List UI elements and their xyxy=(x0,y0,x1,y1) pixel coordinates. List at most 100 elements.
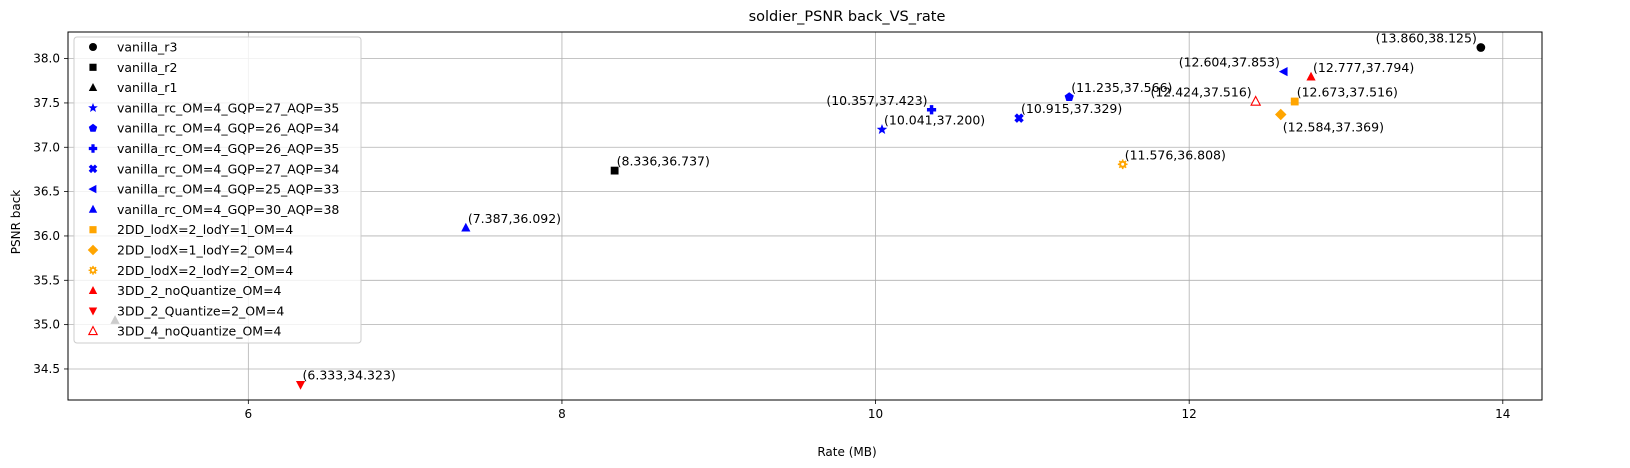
legend-label: vanilla_rc_OM=4_GQP=26_AQP=34 xyxy=(117,121,339,136)
marker-shape xyxy=(94,266,97,270)
data-point xyxy=(610,166,619,175)
legend-marker xyxy=(88,184,97,194)
legend-item: vanilla_rc_OM=4_GQP=27_AQP=34 xyxy=(88,161,339,176)
legend-item: vanilla_r3 xyxy=(89,40,177,55)
legend-label: 2DD_lodX=2_lodY=2_OM=4 xyxy=(117,263,293,278)
legend-item: 2DD_lodX=1_lodY=2_OM=4 xyxy=(87,243,293,258)
y-tick-label: 36.0 xyxy=(33,229,60,243)
data-point xyxy=(295,380,306,390)
point-label: (11.235,37.566) xyxy=(1071,80,1172,95)
point-label: (12.604,37.853) xyxy=(1179,55,1280,70)
axis-ticks: 6 8 10 12 14 34.5 35.0 35.5 36.0 36.5 37.0 37.5 38.0 xyxy=(33,52,1510,421)
legend-label: vanilla_r3 xyxy=(117,40,177,55)
marker-shape xyxy=(1118,165,1122,169)
marker-shape xyxy=(1118,160,1122,164)
legend-marker xyxy=(88,123,98,132)
chart-title: soldier_PSNR back_VS_rate xyxy=(749,9,946,25)
y-axis-title: PSNR back xyxy=(9,190,23,255)
legend-item: vanilla_rc_OM=4_GQP=25_AQP=33 xyxy=(88,182,339,197)
data-point xyxy=(1278,67,1288,77)
data-point xyxy=(926,105,937,115)
legend-label: 3DD_4_noQuantize_OM=4 xyxy=(117,324,282,339)
legend-label: 2DD_lodX=1_lodY=2_OM=4 xyxy=(117,243,293,258)
y-tick-label: 37.0 xyxy=(33,140,60,154)
legend-label: vanilla_r1 xyxy=(117,80,177,95)
legend-marker xyxy=(88,144,98,153)
x-axis-title: Rate (MB) xyxy=(817,445,876,459)
marker-shape xyxy=(88,164,98,174)
data-point xyxy=(1250,95,1262,106)
legend-marker xyxy=(88,82,98,91)
legend-marker xyxy=(89,43,97,51)
legend-item: vanilla_rc_OM=4_GQP=26_AQP=34 xyxy=(88,121,339,136)
point-label: (11.576,36.808) xyxy=(1125,147,1226,162)
x-tick-label: 14 xyxy=(1495,407,1510,421)
legend-label: vanilla_rc_OM=4_GQP=27_AQP=35 xyxy=(117,100,339,115)
x-tick-label: 6 xyxy=(245,407,253,421)
y-tick-label: 37.5 xyxy=(33,96,60,110)
legend-item: 3DD_2_noQuantize_OM=4 xyxy=(88,283,282,298)
point-label: (12.584,37.369) xyxy=(1283,120,1384,135)
legend-marker xyxy=(87,244,99,256)
data-point xyxy=(1064,92,1074,101)
point-label: (13.860,38.125) xyxy=(1376,31,1477,46)
legend-label: vanilla_rc_OM=4_GQP=26_AQP=35 xyxy=(117,141,339,156)
marker-shape xyxy=(89,266,92,270)
data-point xyxy=(1290,97,1299,106)
point-label: (8.336,36.737) xyxy=(617,154,710,169)
legend-item: 3DD_4_noQuantize_OM=4 xyxy=(87,324,282,339)
legend-item: 2DD_lodX=2_lodY=2_OM=4 xyxy=(88,263,293,278)
legend-marker xyxy=(87,325,99,336)
point-label: (6.333,34.323) xyxy=(303,368,396,383)
data-point xyxy=(1014,113,1024,123)
legend-marker xyxy=(88,164,98,174)
legend-label: vanilla_r2 xyxy=(117,60,177,75)
legend-marker xyxy=(88,285,98,294)
legend-marker xyxy=(89,63,97,71)
legend: vanilla_r3 vanilla_r2 vanilla_r1 vanilla_rc… xyxy=(73,36,362,344)
point-label: (12.424,37.516) xyxy=(1150,85,1251,100)
legend-item: 3DD_2_Quantize=2_OM=4 xyxy=(88,303,284,318)
data-point xyxy=(876,124,888,135)
marker-shape xyxy=(94,271,97,274)
point-label: (10.915,37.329) xyxy=(1021,101,1122,116)
legend-box xyxy=(73,36,362,344)
point-label: (10.041,37.200) xyxy=(884,113,985,128)
y-tick-label: 35.0 xyxy=(33,318,60,332)
legend-marker xyxy=(88,307,98,316)
legend-label: vanilla_rc_OM=4_GQP=30_AQP=38 xyxy=(117,202,339,217)
legend-item: vanilla_rc_OM=4_GQP=26_AQP=35 xyxy=(88,141,339,156)
legend-item: vanilla_rc_OM=4_GQP=27_AQP=35 xyxy=(88,100,339,115)
x-tick-label: 12 xyxy=(1182,407,1197,421)
legend-label: 3DD_2_Quantize=2_OM=4 xyxy=(117,303,284,318)
data-point xyxy=(1275,108,1287,121)
marker-shape xyxy=(1014,113,1024,123)
legend-item: vanilla_r2 xyxy=(89,60,177,75)
y-tick-label: 35.5 xyxy=(33,273,60,287)
legend-label: vanilla_rc_OM=4_GQP=25_AQP=33 xyxy=(117,182,339,197)
point-label: (10.357,37.423) xyxy=(826,93,927,108)
legend-label: 3DD_2_noQuantize_OM=4 xyxy=(117,283,282,298)
legend-marker xyxy=(88,265,98,275)
legend-label: vanilla_rc_OM=4_GQP=27_AQP=34 xyxy=(117,161,339,176)
legend-marker xyxy=(89,226,97,234)
y-tick-label: 38.0 xyxy=(33,52,60,66)
point-label: (12.673,37.516) xyxy=(1297,85,1398,100)
data-point xyxy=(1306,71,1316,81)
point-labels: (13.860,38.125) (8.336,36.737) (10.041,37.… xyxy=(303,31,1477,383)
legend-marker xyxy=(88,204,98,213)
x-tick-label: 10 xyxy=(868,407,883,421)
marker-shape xyxy=(89,271,92,274)
marker-shape xyxy=(1123,165,1127,169)
y-tick-label: 36.5 xyxy=(33,185,60,199)
data-point xyxy=(1117,159,1128,170)
legend-item: 2DD_lodX=2_lodY=1_OM=4 xyxy=(89,222,293,237)
legend-item: vanilla_rc_OM=4_GQP=30_AQP=38 xyxy=(88,202,339,217)
plot-frame xyxy=(67,31,1543,401)
data-point xyxy=(461,222,471,232)
point-label: (7.387,36.092) xyxy=(468,211,561,226)
legend-item: vanilla_r1 xyxy=(88,80,177,95)
legend-label: 2DD_lodX=2_lodY=1_OM=4 xyxy=(117,222,293,237)
data-point xyxy=(1476,43,1486,52)
x-tick-label: 8 xyxy=(558,407,566,421)
